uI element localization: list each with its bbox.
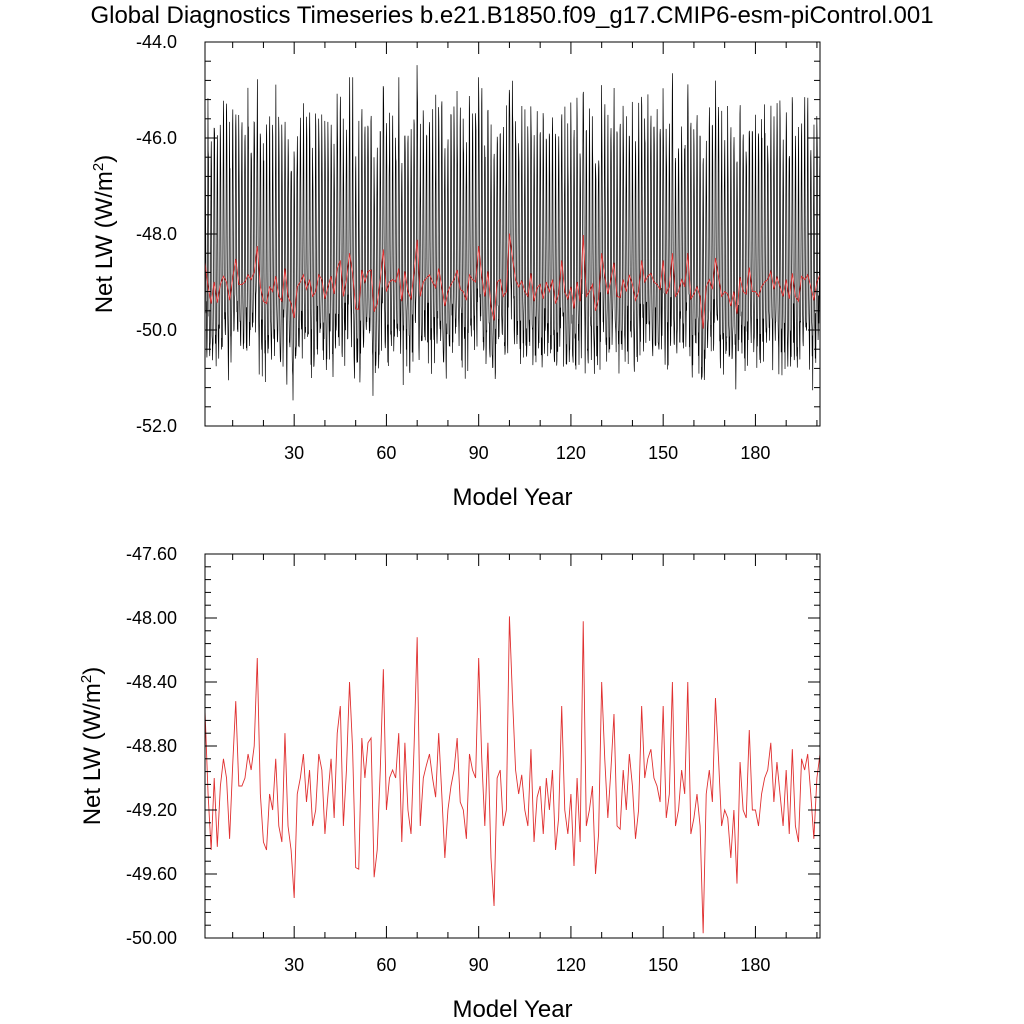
y-tick-label: -50.0 <box>136 320 177 340</box>
series-line-annual-mean <box>205 233 820 329</box>
y-tick-label: -49.60 <box>126 864 177 884</box>
x-tick-label: 30 <box>284 443 304 463</box>
y-axis-label: Net LW (W/m2) <box>90 155 118 314</box>
series-line-annual-mean <box>205 616 820 934</box>
y-tick-label: -48.00 <box>126 608 177 628</box>
x-axis-label: Model Year <box>452 484 572 511</box>
x-tick-label: 150 <box>648 955 678 975</box>
x-tick-label: 180 <box>740 443 770 463</box>
y-tick-label: -49.20 <box>126 800 177 820</box>
y-tick-label: -48.0 <box>136 224 177 244</box>
y-axis-label: Net LW (W/m2) <box>78 667 106 826</box>
y-tick-label: -46.0 <box>136 128 177 148</box>
series-line-monthly <box>205 65 820 401</box>
y-tick-label: -44.0 <box>136 32 177 52</box>
x-tick-label: 120 <box>556 955 586 975</box>
x-tick-label: 90 <box>469 443 489 463</box>
y-tick-label: -47.60 <box>126 544 177 564</box>
y-tick-label: -52.0 <box>136 416 177 436</box>
chart-panel-1: 30 60 90 120 150 180 -44.0 -46.0 -48.0 -50.0 -52.0… <box>90 32 821 511</box>
x-axis-label: Model Year <box>452 996 572 1023</box>
x-tick-label: 120 <box>556 443 586 463</box>
x-tick-label: 60 <box>376 443 396 463</box>
chart-panel-2: 30 60 90 120 150 180 -47.60 -48.00 -48.40 -48.80 -… <box>78 544 821 1023</box>
y-tick-label: -48.80 <box>126 736 177 756</box>
x-tick-label: 180 <box>740 955 770 975</box>
x-tick-label: 60 <box>376 955 396 975</box>
y-tick-label: -50.00 <box>126 928 177 948</box>
page-title: Global Diagnostics Timeseries b.e21.B185… <box>90 2 934 29</box>
x-tick-label: 150 <box>648 443 678 463</box>
x-tick-label: 90 <box>469 955 489 975</box>
x-tick-label: 30 <box>284 955 304 975</box>
y-tick-label: -48.40 <box>126 672 177 692</box>
plot-frame <box>204 553 821 939</box>
